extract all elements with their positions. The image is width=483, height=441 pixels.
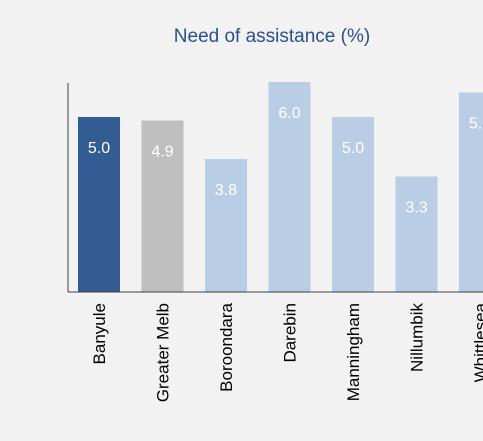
value-label-manningham: 5.0 — [342, 140, 364, 157]
bar-whittlesea — [459, 92, 483, 292]
category-label-boroondara: Boroondara — [217, 302, 236, 391]
bar-darebin — [268, 82, 311, 292]
category-label-nillumbik: Nillumbik — [408, 303, 427, 372]
value-label-nillumbik: 3.3 — [405, 200, 427, 217]
bars-layer: 5.0 4.9 3.8 6.0 5.0 3.3 5.7 — [78, 82, 483, 292]
value-label-greater-melb: 4.9 — [151, 144, 173, 161]
category-label-banyule: Banyule — [90, 303, 109, 364]
bar-greater-melb — [141, 120, 184, 292]
value-label-whittlesea: 5.7 — [469, 116, 483, 133]
category-label-whittlesea: Whittlesea — [471, 302, 483, 382]
chart-title: Need of assistance (%) — [174, 26, 370, 47]
bar-boroondara — [205, 159, 247, 292]
bar-banyule — [78, 117, 120, 292]
value-label-boroondara: 3.8 — [215, 182, 237, 199]
category-label-manningham: Manningham — [344, 303, 363, 401]
category-label-greater-melb: Greater Melb — [154, 303, 173, 402]
value-label-darebin: 6.0 — [278, 105, 300, 122]
bar-manningham — [332, 117, 374, 292]
bar-nillumbik — [395, 176, 438, 292]
category-label-darebin: Darebin — [281, 303, 300, 363]
category-labels: Banyule Greater Melb Boroondara Darebin Mann… — [90, 302, 483, 402]
value-label-banyule: 5.0 — [88, 140, 110, 157]
